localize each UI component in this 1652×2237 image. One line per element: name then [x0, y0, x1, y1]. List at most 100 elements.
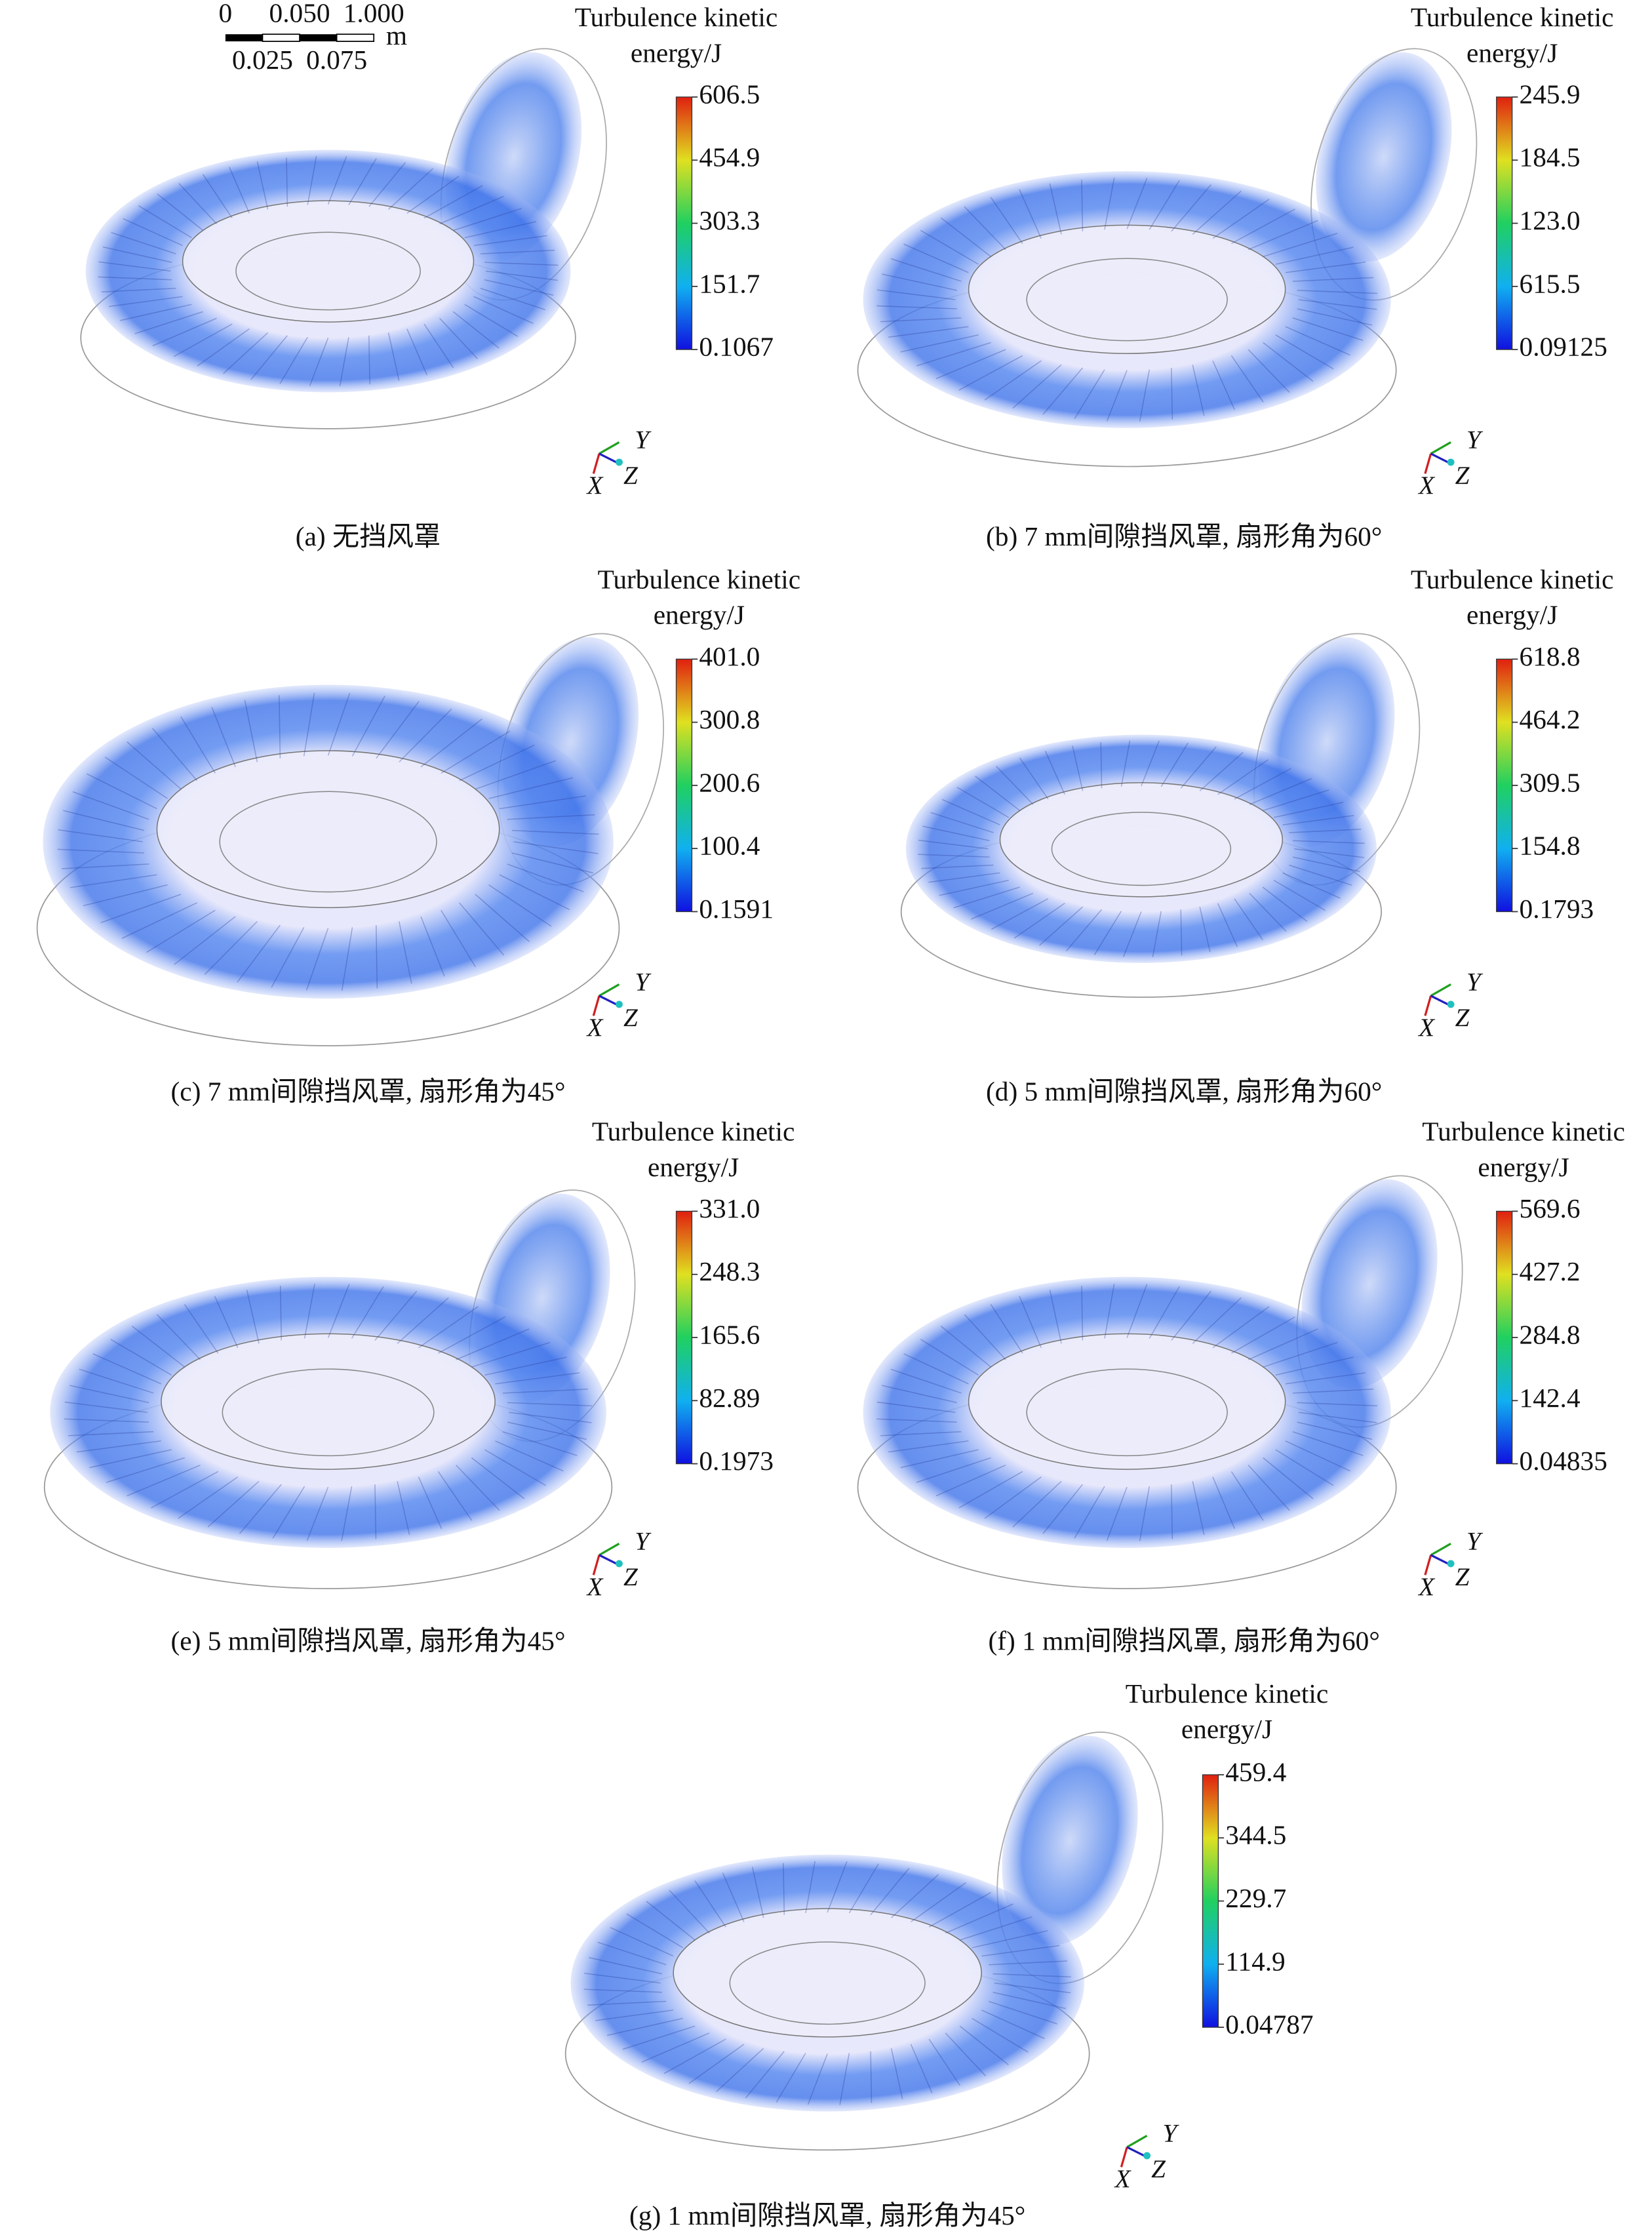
blade	[374, 1484, 377, 1539]
blade	[250, 335, 288, 380]
blade	[484, 1356, 567, 1376]
torus-inner	[156, 750, 500, 909]
axis-label: X	[586, 1014, 604, 1042]
axis-arrow	[1430, 1543, 1451, 1556]
blade	[1298, 1412, 1377, 1423]
blade	[480, 249, 555, 254]
colorbar-tick-label: 0.04787	[1225, 2009, 1313, 2040]
blade	[972, 1930, 1048, 1949]
blade	[1199, 907, 1211, 953]
blade	[1106, 370, 1128, 422]
blade	[495, 1372, 580, 1385]
blade	[1292, 1388, 1374, 1394]
blade	[1212, 1476, 1235, 1529]
blade	[180, 716, 216, 774]
blade	[68, 1431, 154, 1436]
blade	[1106, 1486, 1128, 1541]
blade	[959, 1916, 1032, 1941]
blade	[1171, 1290, 1211, 1341]
hub	[219, 791, 437, 893]
hub	[1026, 258, 1228, 342]
axis-label: X	[1417, 1014, 1436, 1042]
blade	[121, 902, 197, 939]
blade	[1297, 290, 1378, 294]
blade	[102, 246, 172, 263]
caption: (e) 5 mm间隙挡风罩, 扇形角为45°	[171, 1625, 566, 1656]
blade	[507, 814, 595, 820]
blade	[928, 1891, 991, 1928]
blade	[207, 1480, 260, 1528]
blade	[471, 1341, 551, 1368]
blade	[484, 1449, 546, 1486]
axis-arrow	[1126, 2135, 1148, 2148]
blade	[776, 2053, 806, 2103]
hub	[729, 1941, 926, 2025]
blade	[223, 332, 269, 374]
blade	[972, 2017, 1029, 2053]
blade	[694, 1880, 726, 1928]
legend-title: energy/J	[648, 1152, 739, 1182]
blade	[423, 185, 483, 219]
panel: Turbulence kinetic energy/J 606.5 454.9 303.…	[80, 2, 777, 552]
colorbar-tick-label: 303.3	[699, 205, 760, 235]
blade	[438, 1316, 506, 1354]
legend-title: Turbulence kinetic	[1422, 1116, 1625, 1146]
blade	[83, 884, 168, 907]
blade	[1263, 342, 1314, 382]
axis-arrow	[1430, 995, 1449, 1006]
colorbar-tick-label: 331.0	[699, 1193, 760, 1223]
blade	[1049, 183, 1062, 235]
blade	[882, 1385, 957, 1404]
blade	[1019, 1296, 1042, 1349]
blade	[1122, 911, 1142, 957]
blade	[1297, 1402, 1378, 1407]
axis-triad: X YZ	[1417, 426, 1484, 500]
blade	[751, 1867, 764, 1918]
caption: (a) 无挡风罩	[296, 521, 441, 552]
flow-illustration	[43, 1189, 636, 1589]
blade	[1289, 864, 1352, 886]
blade	[1192, 1297, 1242, 1344]
blade	[606, 2017, 683, 2036]
blade	[507, 1402, 593, 1407]
colorbar	[1202, 1774, 1219, 2028]
blade	[891, 1874, 939, 1918]
scale-label: 0.025	[232, 45, 293, 75]
colorbar-tick-label: 165.6	[699, 1320, 760, 1350]
blade	[1249, 778, 1312, 805]
blade	[452, 311, 500, 349]
blade	[464, 304, 519, 337]
colorbar	[675, 96, 693, 350]
blade	[988, 2000, 1057, 2025]
blade	[184, 1303, 219, 1354]
colorbar-tick-label: 618.8	[1520, 641, 1581, 671]
blade	[439, 317, 478, 359]
blade	[1285, 326, 1350, 356]
legend-title: energy/J	[631, 37, 722, 68]
axis-origin	[1447, 458, 1455, 466]
scale-segment	[262, 33, 300, 42]
blade	[70, 874, 157, 888]
colorbar-tick-label: 459.4	[1225, 1756, 1286, 1787]
blade	[351, 696, 385, 757]
blade	[890, 2048, 903, 2099]
blade	[488, 884, 552, 927]
blade	[918, 854, 990, 858]
colorbar-tick-label: 245.9	[1520, 79, 1581, 109]
axis-origin	[616, 1000, 623, 1008]
blade	[1297, 308, 1373, 326]
blade	[1141, 740, 1160, 787]
blade	[309, 337, 329, 386]
panel: Turbulence kinetic energy/J 618.8 464.2 309.…	[900, 564, 1613, 1107]
blade	[805, 1861, 816, 1914]
legend-title: Turbulence kinetic	[1411, 2, 1614, 32]
colorbar-tick-label: 284.8	[1520, 1320, 1581, 1350]
blade	[975, 776, 1021, 812]
axis-arrow	[1424, 995, 1432, 1016]
blade	[888, 1440, 969, 1453]
blade	[1212, 360, 1235, 410]
blade	[1293, 856, 1360, 873]
blade	[940, 1326, 992, 1368]
blade	[485, 270, 558, 281]
